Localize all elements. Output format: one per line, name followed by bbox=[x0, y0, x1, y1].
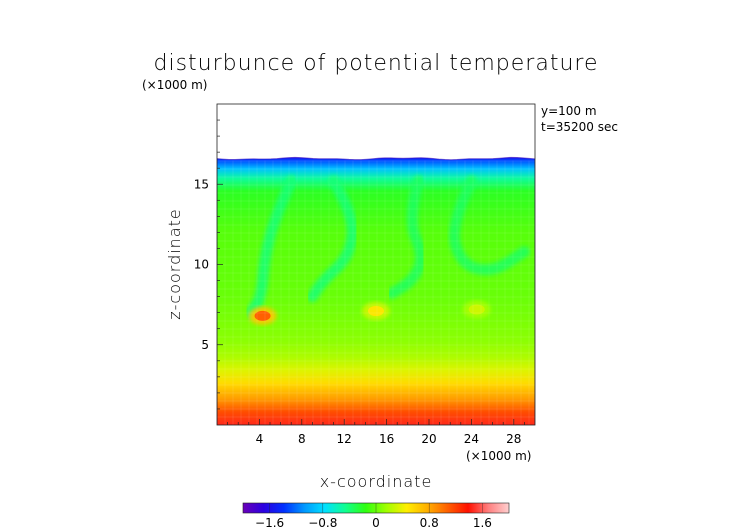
y-axis-ticks: 5 10 15 bbox=[194, 119, 223, 410]
field-top-edge bbox=[217, 156, 535, 425]
x-tick-label-12: 12 bbox=[337, 432, 352, 446]
colorbar-tick-label-4: 1.6 bbox=[473, 516, 492, 530]
x-tick-label-4: 4 bbox=[256, 432, 264, 446]
colorbar-ticks: −1.6 −0.8 0 0.8 1.6 bbox=[255, 503, 492, 530]
x-tick-label-24: 24 bbox=[464, 432, 479, 446]
colorbar: −1.6 −0.8 0 0.8 1.6 bbox=[242, 502, 510, 530]
chart-title: disturbunce of potential temperature bbox=[154, 51, 599, 76]
plot-area bbox=[217, 104, 535, 425]
y-tick-label-15: 15 bbox=[194, 177, 209, 191]
y-tick-label-5: 5 bbox=[201, 338, 209, 352]
field-features bbox=[217, 156, 535, 425]
cold-plume-0 bbox=[245, 175, 297, 319]
warm-blob-4 bbox=[254, 310, 271, 321]
cold-plume-1 bbox=[306, 175, 358, 303]
x-tick-label-8: 8 bbox=[298, 432, 306, 446]
x-axis-ticks: 4 8 12 16 20 24 28 bbox=[227, 419, 525, 446]
x-tick-label-28: 28 bbox=[506, 432, 521, 446]
warm-blob-6 bbox=[468, 304, 485, 315]
annotation-y: y=100 m bbox=[541, 104, 597, 118]
annotation-t: t=35200 sec bbox=[541, 120, 618, 134]
x-unit-label: (×1000 m) bbox=[466, 449, 531, 463]
x-tick-label-16: 16 bbox=[379, 432, 394, 446]
cold-plume-3 bbox=[448, 175, 530, 276]
cold-plume-2 bbox=[386, 175, 427, 299]
y-tick-label-10: 10 bbox=[194, 258, 209, 272]
colorbar-tick-label-1: −0.8 bbox=[308, 516, 337, 530]
colorbar-tick-label-2: 0 bbox=[372, 516, 380, 530]
contour-grid bbox=[217, 160, 535, 425]
y-axis-label: z-coordinate bbox=[165, 208, 184, 320]
x-tick-label-20: 20 bbox=[421, 432, 436, 446]
y-unit-label: (×1000 m) bbox=[142, 78, 207, 92]
x-axis-label: x-coordinate bbox=[320, 472, 433, 491]
colorbar-tick-label-0: −1.6 bbox=[255, 516, 284, 530]
warm-blob-5 bbox=[368, 306, 384, 317]
colorbar-tick-label-3: 0.8 bbox=[420, 516, 439, 530]
